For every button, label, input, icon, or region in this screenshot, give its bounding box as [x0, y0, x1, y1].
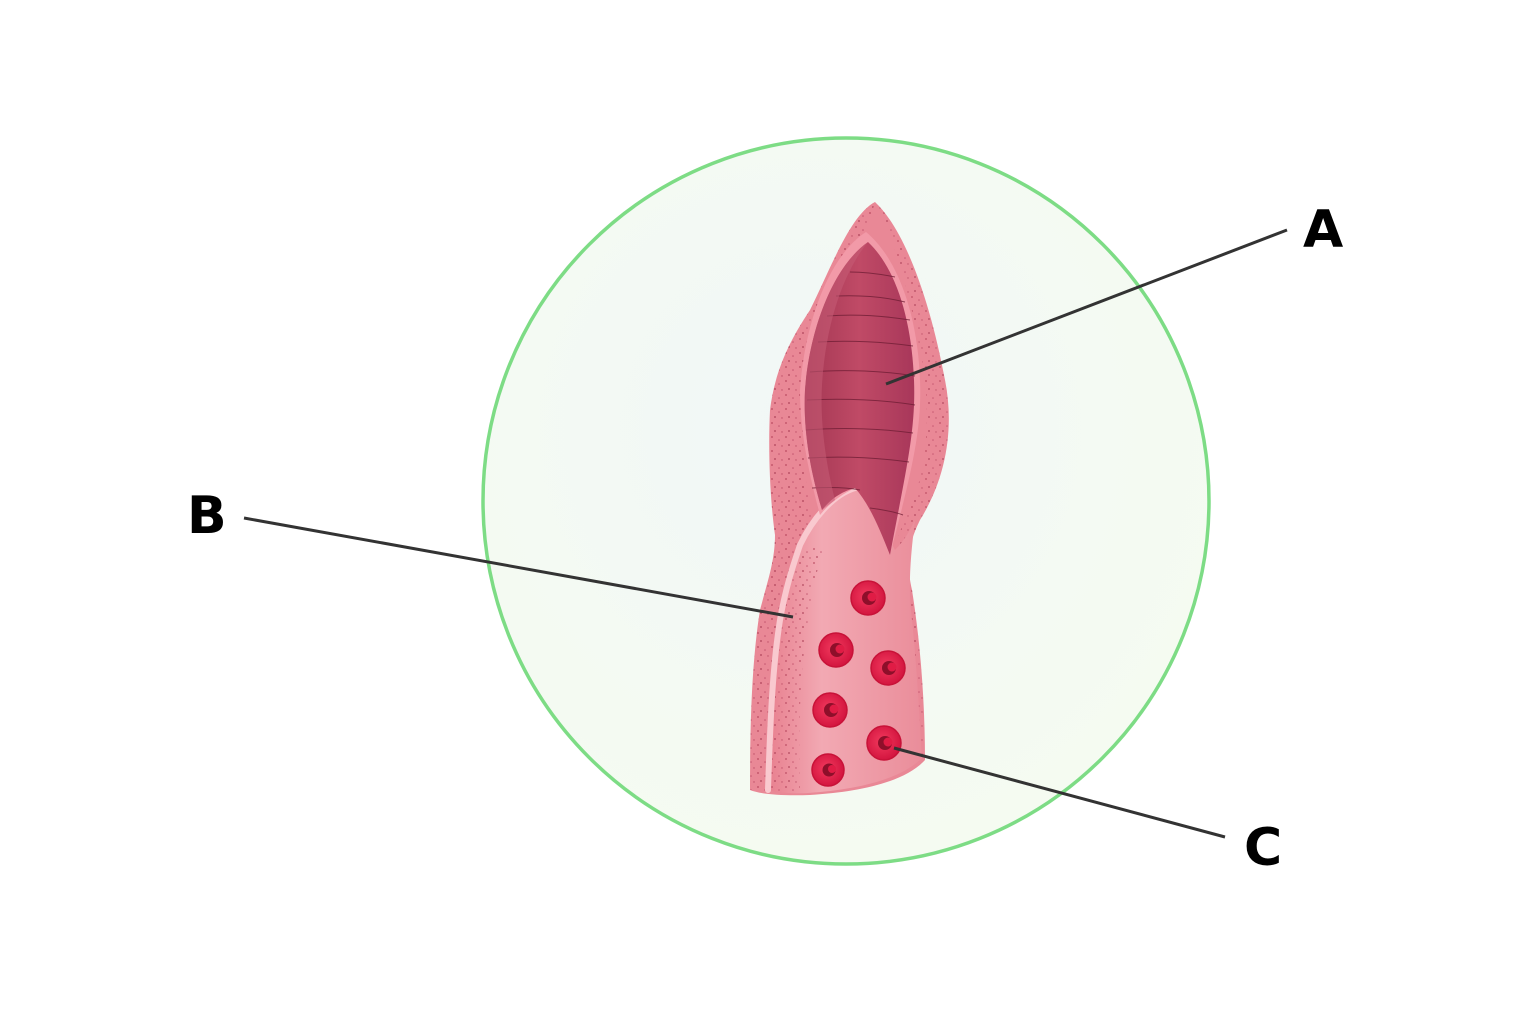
villus [750, 202, 949, 796]
capillary-cell [870, 650, 906, 686]
capillary-cell [818, 632, 854, 668]
lacteal-shading [804, 242, 868, 510]
label-b: B [187, 486, 227, 546]
lacteal [804, 242, 915, 555]
capillaries [811, 580, 906, 787]
capillary-cell [866, 725, 902, 761]
villus-speckle-right [875, 202, 949, 765]
label-a: A [1303, 200, 1343, 260]
leader-line-c [893, 746, 1226, 839]
leader-line-b [243, 516, 794, 619]
villus-cut-wall-speckle [768, 545, 825, 792]
leader-line-a [885, 228, 1288, 386]
label-c: C [1244, 818, 1282, 878]
capillary-cell [812, 692, 848, 728]
capillary-cell [811, 753, 845, 787]
capillary-cell [850, 580, 886, 616]
